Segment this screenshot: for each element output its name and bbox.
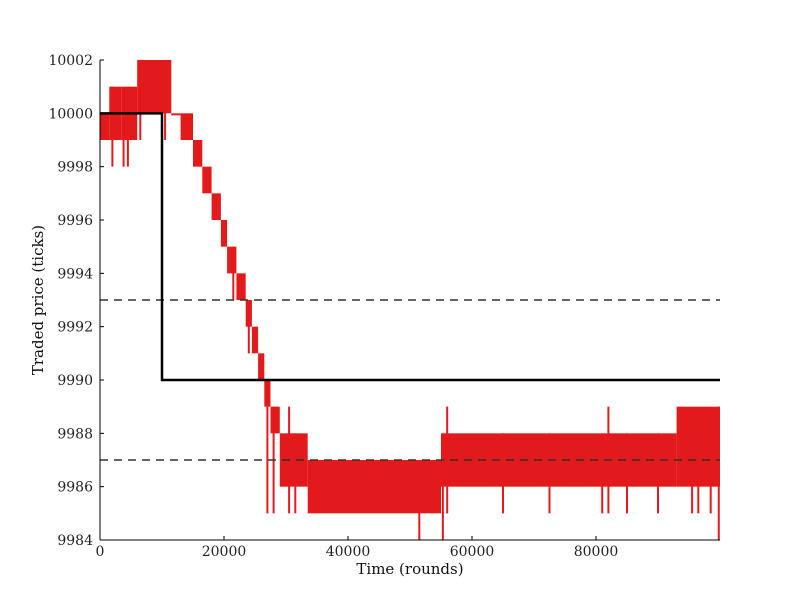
x-tick-label: 0 bbox=[96, 544, 105, 560]
plot-area bbox=[100, 60, 720, 540]
step-line bbox=[100, 112, 720, 382]
price-band-segment bbox=[441, 433, 677, 487]
price-band-segment bbox=[236, 273, 246, 300]
y-tick-label: 9986 bbox=[57, 480, 93, 496]
y-tick-label: 9996 bbox=[57, 213, 93, 229]
price-band-segment bbox=[264, 380, 271, 407]
x-tick-label: 20000 bbox=[202, 544, 247, 560]
x-tick-label: 80000 bbox=[574, 544, 619, 560]
x-tick-label: 60000 bbox=[450, 544, 495, 560]
y-tick-label: 9992 bbox=[57, 320, 93, 336]
y-tick-label: 9988 bbox=[57, 426, 93, 442]
price-band-segment bbox=[211, 193, 221, 220]
price-band-segment bbox=[180, 113, 193, 140]
x-tick-label: 40000 bbox=[326, 544, 371, 560]
price-band-segment bbox=[258, 353, 265, 380]
y-tick-label: 10000 bbox=[48, 106, 93, 122]
y-tick-label: 9984 bbox=[57, 533, 93, 549]
axes bbox=[99, 60, 720, 541]
ticks: 9984 9986 9988 9990 9992 9994 9996 9998 10000 100… bbox=[48, 53, 618, 560]
y-tick-label: 9994 bbox=[57, 266, 93, 282]
price-band-segment bbox=[100, 113, 110, 140]
x-axis-label: Time (rounds) bbox=[356, 560, 463, 578]
price-band-segment bbox=[137, 60, 172, 114]
y-axis-label: Traded price (ticks) bbox=[29, 225, 47, 375]
traded-price-series bbox=[100, 60, 720, 540]
price-band-segment bbox=[171, 113, 181, 116]
price-band-segment bbox=[193, 140, 203, 167]
price-band-segment bbox=[270, 406, 280, 434]
y-tick-label: 9998 bbox=[57, 160, 93, 176]
y-tick-label: 10002 bbox=[48, 53, 93, 69]
price-band-segment bbox=[202, 166, 212, 194]
price-band-segment bbox=[251, 326, 259, 354]
price-band-segment bbox=[227, 246, 237, 274]
price-band-segment bbox=[220, 220, 228, 247]
y-tick-label: 9990 bbox=[57, 373, 93, 389]
price-band-segment bbox=[307, 460, 441, 514]
